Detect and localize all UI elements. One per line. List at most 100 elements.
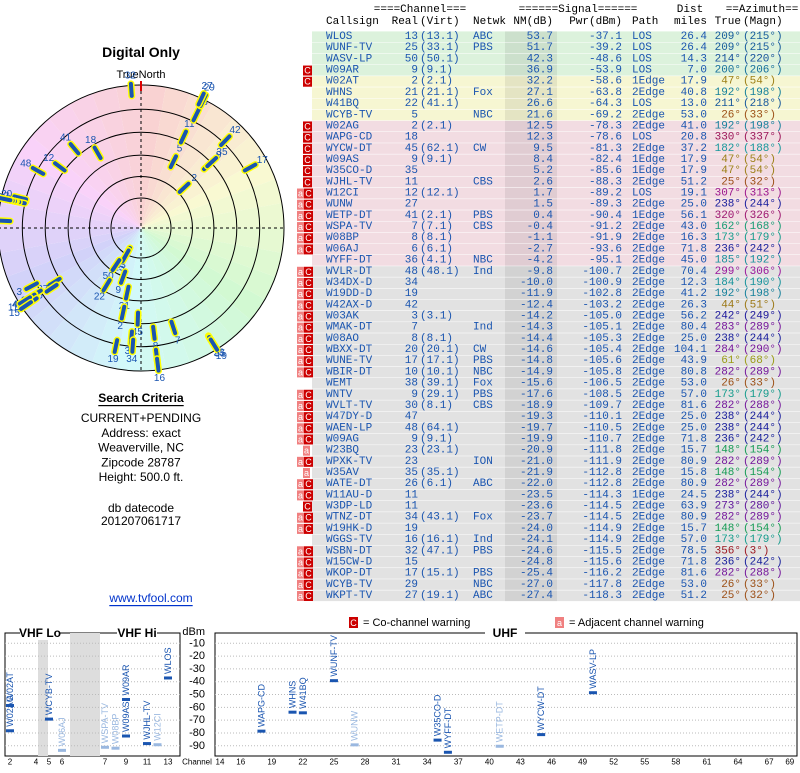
column-header: Callsign — [326, 16, 379, 28]
warning-letter: C — [305, 244, 312, 254]
table-cell: (6.1) — [420, 478, 453, 490]
spectrum-label: WUNW — [350, 710, 360, 740]
warning-letter: a — [304, 468, 309, 478]
spectrum-label: W41BQ — [298, 677, 308, 709]
spectrum-bar — [45, 718, 53, 721]
warning-letter: C — [305, 546, 312, 556]
warning-letter: C — [305, 334, 312, 344]
warning-letter: a — [298, 557, 303, 567]
column-header: Real — [392, 16, 418, 28]
table-cell: Ind — [473, 266, 493, 278]
warning-letter: C — [304, 502, 311, 512]
x-tick-label: 58 — [671, 758, 680, 767]
warning-letter: C — [304, 155, 311, 165]
criteria-line: Zipcode 28787 — [101, 455, 181, 469]
warning-letter: a — [298, 569, 303, 579]
warning-letter: a — [298, 457, 303, 467]
x-tick-label: 19 — [267, 758, 276, 767]
warning-letter: C — [305, 569, 312, 579]
warning-letter: a — [298, 513, 303, 523]
x-tick-label: 11 — [143, 758, 152, 767]
warning-letter: a — [298, 312, 303, 322]
warning-letter: C — [305, 222, 312, 232]
y-tick-label: -90 — [189, 740, 205, 752]
table-cell: Fox — [473, 87, 493, 99]
station-marker — [131, 84, 132, 96]
legend-icon-letter: a — [557, 618, 562, 628]
site-link[interactable]: www.tvfool.com — [108, 591, 192, 605]
column-header: (Virt) — [420, 16, 460, 28]
x-tick-label: 13 — [164, 758, 173, 767]
warning-letter: C — [305, 401, 312, 411]
x-tick-label: 37 — [454, 758, 463, 767]
x-tick-label: 4 — [34, 758, 39, 767]
station-channel: 22 — [94, 292, 106, 303]
group-header: ==Azimuth== — [726, 4, 799, 16]
station-channel: 2 — [117, 321, 123, 332]
station-channel: 48 — [20, 159, 32, 170]
band-label: VHF Hi — [117, 626, 156, 640]
warning-letter: a — [298, 300, 303, 310]
criteria-line: Weaverville, NC — [98, 441, 184, 455]
warning-letter: a — [304, 446, 309, 456]
warning-letter: C — [305, 345, 312, 355]
criteria-line: CURRENT+PENDING — [81, 411, 201, 425]
table-cell: CBS — [473, 221, 493, 233]
table-cell: PBS — [473, 545, 493, 557]
station-channel: 34 — [126, 354, 138, 365]
station-marker — [132, 340, 133, 352]
column-header: Pwr(dBm) — [569, 16, 622, 28]
warning-letter: a — [298, 233, 303, 243]
table-cell: PBS — [473, 42, 493, 54]
y-unit: dBm — [182, 626, 205, 638]
table-cell: (23.1) — [420, 445, 460, 457]
table-cell: (9.1) — [420, 154, 453, 166]
table-cell: 51.2 — [681, 590, 707, 602]
x-tick-label: 7 — [103, 758, 108, 767]
warning-letter: a — [298, 334, 303, 344]
spectrum-bar — [496, 745, 504, 748]
plot-title: Digital Only — [102, 44, 180, 60]
spectrum-label: WCYB-TV — [44, 674, 54, 716]
table-cell: 2Edge — [632, 590, 665, 602]
band-label: UHF — [493, 626, 518, 640]
table-cell: (15.1) — [420, 568, 460, 580]
spectrum-label: WLOS — [163, 647, 173, 674]
spectrum-bar — [101, 746, 109, 749]
legend-icon-letter: C — [350, 618, 357, 628]
warning-letter: a — [298, 412, 303, 422]
warning-letter: C — [305, 289, 312, 299]
column-header: Netwk — [473, 16, 506, 28]
warning-letter: C — [305, 591, 312, 601]
x-tick-label: 9 — [124, 758, 129, 767]
spectrum-label: W12CI — [153, 713, 163, 741]
station-marker — [122, 307, 124, 319]
table-cell: (8.1) — [420, 400, 453, 412]
criteria-line: Address: exact — [101, 426, 181, 440]
station-channel: 7 — [175, 335, 181, 346]
warning-letter: C — [305, 490, 312, 500]
station-channel: 9 — [116, 285, 122, 296]
station-channel: 42 — [229, 125, 241, 136]
legend-text: = Co-channel warning — [363, 617, 470, 629]
spectrum-label: WYFF-DT — [443, 707, 453, 748]
spectrum-label: W09AS — [121, 701, 131, 732]
table-cell: (47.1) — [420, 545, 460, 557]
warning-letter: C — [305, 233, 312, 243]
warning-letter: a — [298, 390, 303, 400]
warning-letter: a — [298, 546, 303, 556]
group-header: ======Signal====== — [519, 4, 638, 16]
warning-letter: C — [305, 312, 312, 322]
x-tick-label: 49 — [578, 758, 587, 767]
station-channel: 19 — [107, 354, 119, 365]
y-tick-label: -10 — [189, 637, 205, 649]
datecode-label: db datecode — [108, 501, 174, 515]
warning-letter: C — [305, 300, 312, 310]
warning-letter: C — [305, 524, 312, 534]
spectrum-label: WETP-DT — [495, 701, 505, 742]
warning-letter: a — [298, 267, 303, 277]
warning-letter: C — [305, 580, 312, 590]
station-channel: 19 — [216, 351, 228, 362]
band-label: VHF Lo — [19, 626, 61, 640]
warning-letter: C — [305, 412, 312, 422]
